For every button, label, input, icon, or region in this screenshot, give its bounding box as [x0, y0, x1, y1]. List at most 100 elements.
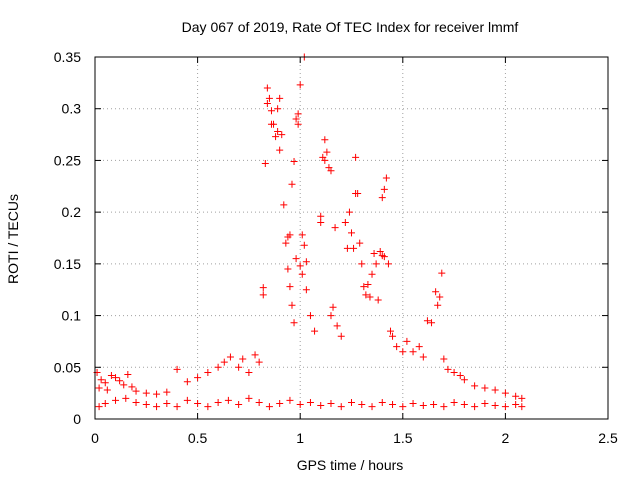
data-point [302, 258, 310, 266]
data-point [255, 398, 263, 406]
data-point [214, 363, 222, 371]
data-point [471, 403, 479, 411]
data-point [280, 201, 288, 209]
data-point [278, 131, 286, 139]
data-point [350, 244, 358, 252]
data-point [245, 394, 253, 402]
data-point [214, 398, 222, 406]
data-point [282, 239, 290, 247]
data-point [296, 262, 304, 270]
data-point [272, 133, 280, 141]
data-point [112, 396, 120, 404]
data-point [491, 402, 499, 410]
data-point [358, 260, 366, 268]
data-point [352, 153, 360, 161]
data-point [327, 399, 335, 407]
data-point [481, 384, 489, 392]
data-point [261, 160, 269, 168]
data-point [348, 398, 355, 406]
data-point [378, 398, 386, 406]
x-tick-label: 0 [91, 430, 99, 446]
data-point [274, 127, 282, 135]
data-point [112, 374, 120, 382]
y-tick-label: 0.05 [54, 359, 81, 375]
data-point [298, 231, 306, 239]
data-point [276, 94, 284, 102]
plot-frame [94, 56, 609, 420]
data-point [368, 270, 376, 278]
data-point [292, 255, 300, 263]
data-point [317, 212, 325, 220]
x-tick-label: 1 [296, 430, 304, 446]
data-point [163, 399, 171, 407]
data-point [306, 312, 314, 320]
data-point [512, 392, 520, 400]
data-point [399, 403, 407, 411]
data-point [366, 293, 374, 301]
data-point [259, 284, 267, 292]
data-point [384, 260, 392, 268]
data-point [294, 120, 302, 128]
axis-ticks [94, 56, 609, 420]
data-point [226, 353, 234, 361]
data-point [290, 319, 298, 327]
y-tick-label: 0.15 [54, 256, 81, 272]
data-point [323, 148, 331, 156]
data-point [419, 353, 427, 361]
data-point [382, 174, 390, 182]
data-point [471, 382, 479, 390]
data-point [294, 110, 302, 118]
data-point [368, 403, 376, 411]
data-point [276, 399, 284, 407]
x-tick-label: 0.5 [188, 430, 208, 446]
data-point [354, 190, 362, 198]
data-point [348, 229, 355, 237]
data-point [142, 401, 150, 409]
tick-labels: 0 0.5 1 1.5 2 2.5 0 0.05 0.1 0.15 0.2 0.25 0.3 0.35 [54, 49, 618, 446]
data-point [358, 401, 366, 409]
data-point [436, 293, 444, 301]
data-point [415, 343, 423, 351]
data-point [173, 365, 181, 373]
data-point [386, 327, 394, 335]
x-tick-label: 2 [502, 430, 510, 446]
data-point [327, 312, 335, 320]
data-point [265, 94, 273, 102]
data-point [460, 376, 468, 384]
data-point [300, 241, 308, 249]
data-point [95, 384, 103, 392]
data-point [220, 358, 228, 366]
chart-title: Day 067 of 2019, Rate Of TEC Index for r… [182, 19, 519, 35]
data-point [370, 250, 378, 258]
data-point [270, 120, 278, 128]
data-point [440, 355, 448, 363]
data-point [224, 396, 232, 404]
data-point [302, 286, 310, 294]
data-point [333, 322, 341, 330]
data-point [321, 156, 329, 164]
data-point [153, 390, 161, 398]
y-tick-label: 0.2 [62, 204, 82, 220]
y-tick-label: 0.25 [54, 152, 81, 168]
data-point [194, 399, 202, 407]
data-point [409, 399, 417, 407]
data-point [103, 386, 111, 394]
data-point [518, 394, 526, 402]
data-point [259, 291, 267, 299]
data-point [132, 387, 140, 395]
data-point [183, 396, 191, 404]
data-point [409, 348, 417, 356]
data-point [163, 388, 171, 396]
data-point [124, 371, 132, 379]
data-point [356, 239, 364, 247]
data-point [263, 100, 271, 108]
data-point [245, 368, 253, 376]
data-point [360, 283, 368, 291]
data-point [450, 368, 458, 376]
data-point [128, 383, 136, 391]
data-point [288, 301, 296, 309]
data-point [376, 247, 384, 255]
y-tick-label: 0.1 [62, 308, 82, 324]
data-point [321, 136, 329, 144]
